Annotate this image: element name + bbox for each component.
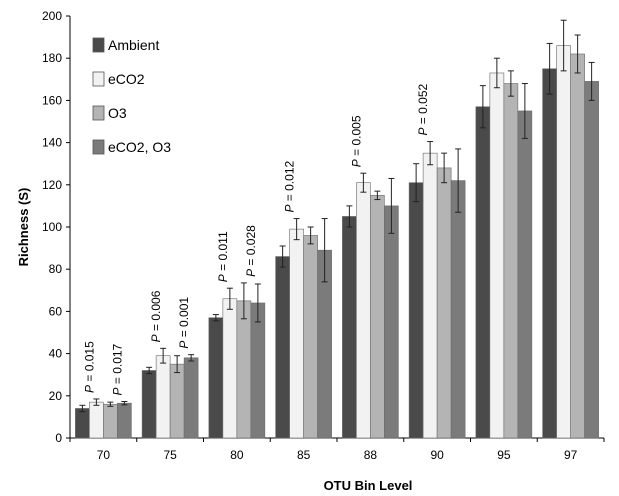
bar (450, 180, 466, 439)
bar (436, 167, 452, 439)
bar (570, 53, 585, 439)
legend-label: eCO2 (108, 71, 145, 87)
p-value-label: P = 0.012 (283, 161, 297, 213)
p-value-label: P = 0.028 (244, 225, 258, 277)
p-value-label: P = 0.001 (177, 297, 191, 349)
p-value-text: = 0.015 (82, 341, 96, 385)
y-tick-label: 20 (49, 389, 63, 403)
bar (584, 81, 599, 439)
bar (556, 45, 571, 439)
x-tick-label: 90 (430, 448, 444, 462)
y-tick-label: 80 (49, 262, 63, 276)
p-value-symbol: P (416, 128, 430, 136)
bar (542, 68, 557, 439)
bar (384, 205, 399, 439)
p-value-label: P = 0.006 (149, 290, 163, 342)
legend: Ambient eCO2 O3 eCO2, O3 (92, 37, 171, 155)
p-value-text: = 0.005 (349, 115, 363, 159)
legend-swatch (92, 37, 105, 53)
bars (75, 45, 599, 439)
p-value-symbol: P (216, 274, 230, 282)
bar (289, 228, 304, 439)
bar (303, 235, 318, 439)
y-axis-title: Richness (S) (16, 188, 31, 267)
p-value-label: P = 0.017 (110, 343, 124, 395)
p-value-text: = 0.011 (216, 231, 230, 274)
p-value-symbol: P (82, 385, 96, 393)
bar (89, 401, 104, 439)
p-value-label: P = 0.005 (349, 115, 363, 167)
bar (208, 317, 224, 439)
legend-label: Ambient (108, 37, 159, 53)
p-value-text: = 0.052 (416, 83, 430, 127)
bar (250, 302, 266, 439)
bar (117, 402, 132, 439)
y-tick-label: 100 (42, 220, 62, 234)
x-axis-title: OTU Bin Level (324, 478, 413, 493)
p-value-symbol: P (283, 205, 297, 213)
bar (275, 256, 290, 439)
legend-swatch (92, 71, 105, 87)
y-tick-label: 160 (42, 93, 62, 107)
p-value-text: = 0.006 (149, 290, 163, 334)
error-bars (79, 19, 595, 413)
bar (236, 300, 252, 439)
bar (475, 106, 491, 439)
legend-label: eCO2, O3 (108, 139, 171, 155)
p-value-text: = 0.001 (177, 297, 191, 341)
bar (503, 83, 519, 439)
p-value-label: P = 0.052 (416, 83, 430, 135)
x-tick-label: 70 (97, 448, 111, 462)
bar (408, 182, 424, 439)
p-value-text: = 0.028 (244, 225, 258, 269)
p-value-text: = 0.017 (110, 343, 124, 387)
y-tick-label: 180 (42, 51, 62, 65)
y-tick-label: 200 (42, 9, 62, 23)
x-tick-label: 85 (297, 448, 311, 462)
bar (342, 216, 357, 439)
bar (370, 195, 385, 439)
bar (183, 357, 199, 439)
bar (75, 408, 90, 439)
y-tick-label: 60 (49, 304, 63, 318)
y-tick-label: 0 (55, 431, 62, 445)
p-value-label: P = 0.015 (82, 341, 96, 393)
x-tick-label: 97 (564, 448, 578, 462)
bar (141, 370, 157, 439)
bar (222, 298, 238, 439)
legend-swatch (92, 105, 105, 121)
bar (169, 363, 185, 439)
legend-label: O3 (108, 105, 127, 121)
legend-swatch (92, 139, 105, 155)
x-tick-label: 80 (230, 448, 244, 462)
y-tick-label: 140 (42, 136, 62, 150)
x-tick-label: 88 (364, 448, 378, 462)
bar (489, 72, 505, 439)
axes: 0 20 40 60 80 100 120 140 160 180 200 70 75 80 85 88 90 9… (42, 9, 605, 462)
bar (356, 182, 371, 439)
p-value-label: P = 0.011 (216, 231, 230, 282)
p-value-symbol: P (177, 341, 191, 349)
bar (517, 110, 533, 439)
y-tick-label: 120 (42, 178, 62, 192)
x-tick-label: 75 (163, 448, 177, 462)
bar (422, 152, 438, 439)
y-tick-label: 40 (49, 347, 63, 361)
p-value-text: = 0.012 (283, 161, 297, 205)
bar (103, 403, 118, 439)
p-value-symbol: P (149, 334, 163, 342)
p-value-symbol: P (349, 159, 363, 167)
bar (155, 355, 171, 439)
p-value-symbol: P (244, 269, 258, 277)
x-tick-label: 95 (497, 448, 511, 462)
p-value-symbol: P (110, 387, 124, 395)
